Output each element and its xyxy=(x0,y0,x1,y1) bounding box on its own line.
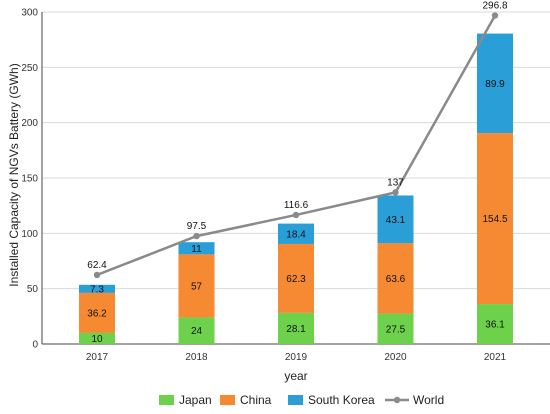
legend: Japan China South Korea World xyxy=(159,393,444,407)
legend-label-world: World xyxy=(413,393,444,407)
y-tick-label-50: 50 xyxy=(27,284,39,295)
world-point-2018 xyxy=(193,232,200,240)
data-label-china-2021: 154.5 xyxy=(482,214,507,225)
data-label-japan-2021: 36.1 xyxy=(485,320,505,331)
y-tick-label-150: 150 xyxy=(21,174,38,185)
bar-south-korea-2020 xyxy=(377,195,414,244)
data-label-south-korea-2018: 11 xyxy=(191,244,202,255)
y-tick-label-200: 200 xyxy=(21,118,38,129)
x-axis: 2017 2018 2019 2020 2021 xyxy=(42,343,550,363)
data-labels: 10 36.2 7.3 24 57 11 28.1 62.3 18.4 27.5 63.6 43.1 3… xyxy=(87,1,508,345)
x-tick-label-2019: 2019 xyxy=(285,352,308,363)
bar-japan-2018 xyxy=(178,317,215,344)
x-tick-label-2020: 2020 xyxy=(384,352,407,363)
y-tick-label-0: 0 xyxy=(32,340,38,351)
legend-swatch-japan xyxy=(159,395,174,405)
bar-south-korea-2019 xyxy=(278,223,314,244)
data-label-south-korea-2019: 18.4 xyxy=(286,229,306,240)
bar-china-2017 xyxy=(79,292,115,333)
bar-china-2019 xyxy=(278,243,314,313)
legend-label-south-korea: South Korea xyxy=(308,393,375,407)
world-point-2019 xyxy=(292,211,300,219)
bar-south-korea-2017 xyxy=(79,284,115,293)
y-axis: 0 50 100 150 200 250 300 xyxy=(21,8,43,351)
data-label-japan-2018: 24 xyxy=(191,326,203,337)
bar-china-2021 xyxy=(477,133,513,305)
world-point-2021 xyxy=(491,12,499,19)
bar-china-2018 xyxy=(178,254,215,318)
data-label-japan-2017: 10 xyxy=(91,334,103,345)
y-tick-label-250: 250 xyxy=(21,63,38,74)
y-tick-label-300: 300 xyxy=(21,8,38,19)
world-label-2017: 62.4 xyxy=(87,260,107,271)
legend-label-japan: Japan xyxy=(179,393,212,407)
bar-china-2020 xyxy=(377,243,414,314)
bar-japan-2017 xyxy=(79,332,115,344)
data-label-japan-2020: 27.5 xyxy=(386,324,406,335)
world-label-2018: 97.5 xyxy=(187,221,207,232)
world-point-2020 xyxy=(392,189,399,196)
legend-label-china: China xyxy=(240,393,272,407)
y-tick-label-100: 100 xyxy=(21,229,38,240)
data-label-china-2020: 63.6 xyxy=(386,274,406,285)
bar-south-korea-2021 xyxy=(477,33,513,134)
x-tick-label-2017: 2017 xyxy=(86,352,109,363)
world-label-2019: 116.6 xyxy=(284,200,309,211)
data-label-south-korea-2020: 43.1 xyxy=(386,215,406,226)
world-point-2017 xyxy=(93,271,101,279)
legend-marker-world xyxy=(393,396,401,404)
bar-japan-2019 xyxy=(278,312,314,344)
data-label-japan-2019: 28.1 xyxy=(286,324,306,335)
y-axis-title: Installed Capacity of NGVs Battery (GWh) xyxy=(7,63,21,286)
x-axis-title: year xyxy=(284,369,307,383)
data-label-china-2018: 57 xyxy=(191,281,203,292)
world-label-2021: 296.8 xyxy=(482,1,507,12)
gridlines xyxy=(42,11,550,290)
data-label-china-2017: 36.2 xyxy=(87,308,107,319)
legend-swatch-china xyxy=(220,395,235,405)
bar-south-korea-2018 xyxy=(178,242,215,255)
x-tick-label-2018: 2018 xyxy=(185,352,208,363)
data-label-china-2019: 62.3 xyxy=(286,274,306,285)
data-label-south-korea-2021: 89.9 xyxy=(485,79,505,90)
data-label-south-korea-2017: 7.3 xyxy=(90,284,104,295)
world-line xyxy=(93,12,499,279)
bars xyxy=(79,33,513,344)
legend-swatch-south-korea xyxy=(288,395,303,405)
bar-japan-2020 xyxy=(377,313,414,344)
x-tick-label-2021: 2021 xyxy=(484,352,507,363)
bar-japan-2021 xyxy=(477,304,513,344)
world-label-2020: 137 xyxy=(387,177,404,188)
